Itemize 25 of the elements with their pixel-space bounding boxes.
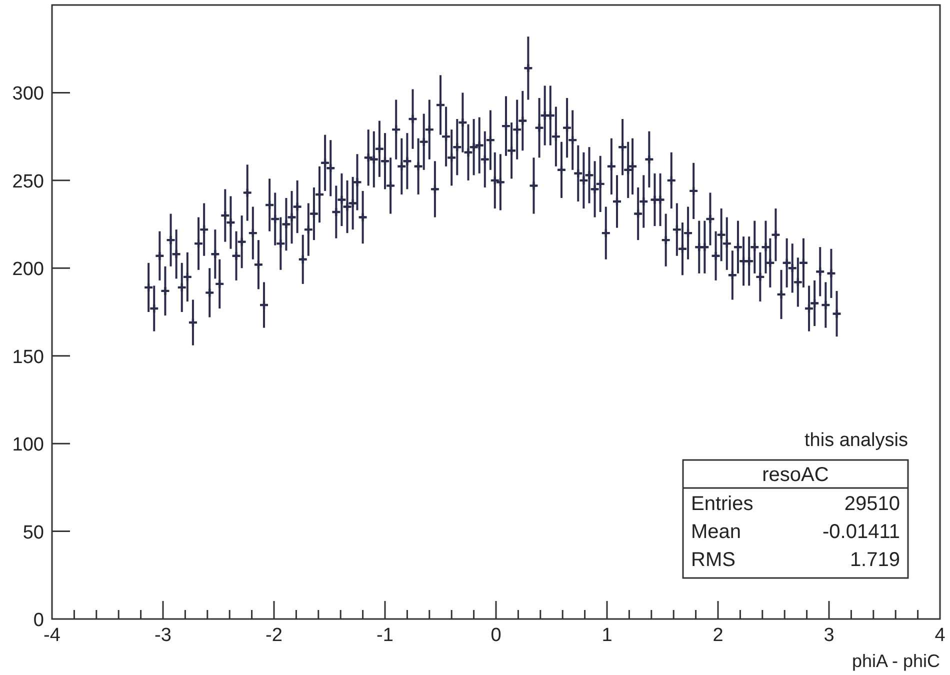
x-tick-label: 2: [712, 625, 724, 646]
y-tick-label: 50: [22, 522, 44, 544]
x-tick-label: -2: [266, 625, 282, 646]
x-tick-label: 0: [490, 625, 502, 646]
x-tick-label: 1: [602, 625, 612, 646]
x-tick-label: -4: [44, 625, 61, 646]
y-tick-label: 100: [12, 434, 44, 456]
annotation: Mean: [691, 521, 742, 543]
y-tick-label: 150: [12, 346, 44, 368]
annotation: -0.01411: [822, 521, 900, 543]
y-tick-label: 0: [33, 610, 44, 631]
annotation: this analysis: [804, 430, 908, 451]
annotation: resoAC: [762, 464, 829, 486]
annotation: Entries: [691, 493, 754, 515]
y-tick-label: 250: [12, 171, 44, 192]
y-tick-label: 300: [12, 84, 44, 105]
x-axis-title: phiA - phiC: [852, 651, 940, 671]
annotation: 29510: [844, 493, 900, 515]
x-tick-label: -3: [154, 625, 172, 646]
annotation: 1.719: [850, 549, 900, 571]
y-tick-label: 200: [12, 259, 44, 280]
x-tick-label: 3: [824, 625, 834, 646]
x-tick-label: -1: [376, 625, 394, 646]
x-tick-label: 4: [934, 625, 946, 646]
annotation: RMS: [691, 549, 736, 571]
